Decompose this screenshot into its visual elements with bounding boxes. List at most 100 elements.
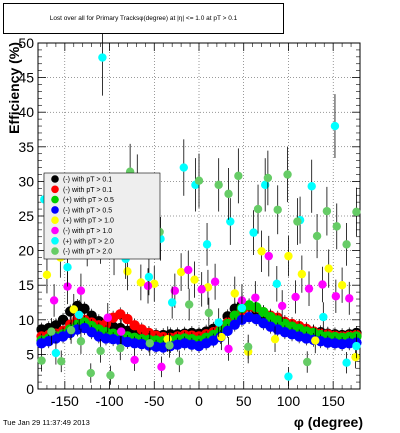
data-point [210,277,220,286]
data-point [76,337,86,346]
data-point [143,281,153,291]
x-axis-label: φ (degree) [294,414,363,430]
data-point [264,251,273,261]
data-point [234,171,243,181]
data-point [253,204,263,214]
timestamp-footer: Tue Jan 29 11:37:49 2013 [3,418,90,427]
legend-label: (-) with pT > 0.5 [63,207,112,214]
data-point [224,189,233,199]
data-point [237,303,247,313]
data-point [297,269,307,279]
data-point [330,121,340,131]
y-tick-label: 45 [18,70,34,86]
x-tick-label: -150 [51,393,79,409]
data-point [345,294,354,303]
data-point [230,289,239,298]
data-point [179,163,188,172]
data-point [312,231,322,241]
data-point [123,267,132,276]
data-point [145,339,155,348]
data-point [76,286,86,295]
data-point [277,301,287,311]
data-point [224,344,233,354]
y-tick-label: 35 [18,139,34,155]
data-point [165,341,174,350]
data-point [47,327,56,336]
legend-label: (+) with pT > 0.5 [63,197,114,204]
data-point [98,53,107,62]
data-point [176,267,186,277]
legend-label: (-) with pT > 0.1 [63,187,112,194]
legend-marker [51,175,59,183]
data-point [352,341,361,351]
data-point [190,275,199,284]
legend-marker [51,195,59,204]
data-point [272,279,282,289]
data-point [257,247,266,256]
data-point [307,182,316,191]
data-point [63,263,72,272]
x-tick-label: -100 [96,393,124,409]
data-point [74,310,84,320]
data-point [319,312,328,322]
legend-label: (-) with pT > 2.0 [63,249,112,256]
data-point [217,332,226,342]
legend-marker [51,226,59,235]
legend-marker [51,237,59,245]
data-point [249,228,258,237]
data-point [222,325,233,337]
chart-title: Lost over all for Primary Tracksφ(degree… [3,3,284,34]
data-point [270,334,280,344]
data-point [122,313,133,325]
data-point [96,346,105,356]
data-point [251,293,260,302]
data-point [342,240,351,249]
data-point [57,357,66,366]
data-point [260,180,270,190]
data-point [351,352,360,362]
data-point [304,284,314,293]
data-point [49,296,59,305]
data-point [283,170,292,179]
legend-marker [51,206,59,214]
data-point [170,286,180,295]
data-point [293,217,302,226]
data-point [37,356,46,365]
data-point [106,370,115,380]
data-point [284,251,293,261]
data-point [202,240,212,249]
x-tick-label: 100 [277,393,301,409]
legend-label: (+) with pT > 1.0 [63,218,114,225]
data-point [116,343,125,353]
data-point [51,348,61,358]
data-point [194,176,204,185]
y-tick-label: 40 [18,104,34,120]
data-point [136,278,146,287]
y-tick-label: 0 [26,381,34,397]
data-point [184,300,194,309]
data-point [103,313,112,322]
data-point [66,325,76,335]
y-tick-label: 25 [18,208,34,224]
data-point [352,207,361,217]
data-point [214,180,223,190]
data-point [157,362,166,372]
data-point [342,358,351,367]
data-point [263,173,273,183]
legend-marker [51,185,59,194]
data-point [284,372,293,381]
data-point [324,264,333,273]
data-point [69,305,78,314]
legend-label: (-) with pT > 0.1 [63,177,112,184]
data-point [130,355,139,365]
data-point [204,308,214,318]
data-point [337,281,347,290]
data-point [175,357,184,366]
axis-ticks: 0 5 10 15 20 25 30 35 40 45 50 -150 -100 -50 0 50 100 150 [18,35,361,409]
data-point [226,217,235,226]
x-tick-label: 0 [195,393,203,409]
data-point [214,318,223,327]
data-point [318,280,327,289]
data-point [311,336,320,345]
